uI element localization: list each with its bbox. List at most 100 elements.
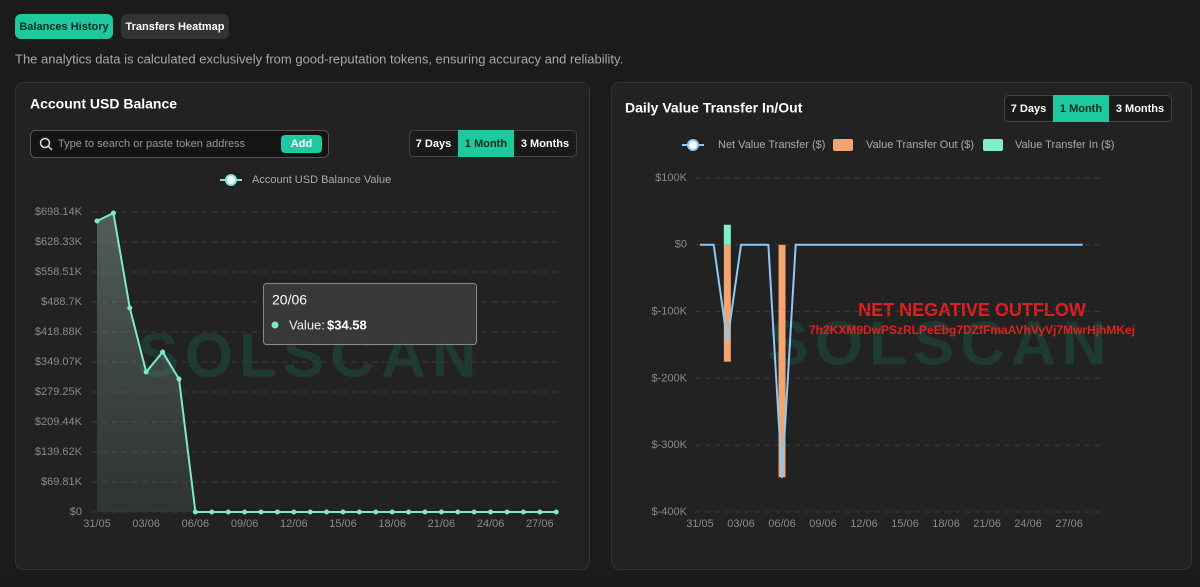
point[interactable] [127, 305, 133, 311]
point[interactable] [520, 509, 526, 515]
bar [778, 244, 786, 478]
point[interactable] [110, 210, 116, 216]
add-button-label: Add [291, 138, 312, 150]
tooltip-title: 20/06 [272, 292, 307, 308]
legend-label[interactable]: Net Value Transfer ($) [718, 139, 825, 151]
point[interactable] [291, 509, 297, 515]
line [700, 243, 1083, 479]
point[interactable] [258, 509, 264, 515]
point[interactable] [225, 509, 231, 515]
point[interactable] [438, 509, 444, 515]
point[interactable] [192, 509, 198, 515]
x-tick-label: 21/06 [428, 518, 456, 530]
x-tick-label: 06/06 [182, 518, 210, 530]
x-tick-label: 18/06 [378, 518, 406, 530]
point[interactable] [406, 509, 412, 515]
x-tick-label: 27/06 [1055, 518, 1083, 530]
x-tick-label: 15/06 [891, 518, 919, 530]
tooltip-label: Value: [289, 317, 325, 332]
period-label[interactable]: 7 Days [416, 138, 451, 150]
period-label[interactable]: 3 Months [521, 138, 569, 150]
period-label[interactable]: 1 Month [465, 138, 507, 150]
legend-marker [833, 139, 853, 151]
x-tick-label: 31/05 [83, 518, 111, 530]
y-tick-label: $628.33K [35, 236, 83, 248]
point[interactable] [537, 509, 543, 515]
tooltip [263, 283, 477, 345]
y-tick-label: $0 [675, 239, 687, 251]
y-tick-label: $209.44K [35, 416, 83, 428]
x-tick-label: 18/06 [932, 518, 960, 530]
point[interactable] [504, 509, 510, 515]
description: The analytics data is calculated exclusi… [15, 51, 623, 66]
point[interactable] [143, 369, 149, 375]
point[interactable] [340, 509, 346, 515]
search-icon [47, 145, 53, 151]
point[interactable] [488, 509, 494, 515]
x-tick-label: 31/05 [686, 518, 714, 530]
y-tick-label: $-300K [652, 439, 688, 451]
x-tick-label: 12/06 [280, 518, 308, 530]
chart-title: Daily Value Transfer In/Out [625, 100, 803, 116]
x-tick-label: 03/06 [132, 518, 160, 530]
tab-label: Transfers Heatmap [125, 21, 224, 33]
point[interactable] [553, 509, 559, 515]
tab[interactable] [15, 14, 113, 39]
tab[interactable] [121, 14, 229, 39]
period-label[interactable]: 7 Days [1011, 103, 1046, 115]
point[interactable] [176, 376, 182, 382]
y-tick-label: $558.51K [35, 266, 83, 278]
y-tick-label: $-400K [652, 506, 688, 518]
legend-label[interactable]: Value Transfer Out ($) [866, 139, 974, 151]
point[interactable] [160, 349, 166, 355]
legend-marker [687, 139, 699, 151]
point[interactable] [209, 509, 215, 515]
point[interactable] [455, 509, 461, 515]
point[interactable] [422, 509, 428, 515]
point[interactable] [389, 509, 395, 515]
tooltip-value: $34.58 [327, 317, 367, 332]
y-tick-label: $418.88K [35, 326, 83, 338]
period-button[interactable] [1053, 95, 1109, 122]
point[interactable] [324, 509, 330, 515]
point[interactable] [471, 509, 477, 515]
point[interactable] [242, 509, 248, 515]
point[interactable] [274, 509, 280, 515]
x-tick-label: 24/06 [1014, 518, 1042, 530]
x-tick-label: 03/06 [727, 518, 755, 530]
point[interactable] [307, 509, 313, 515]
y-tick-label: $100K [655, 172, 687, 184]
legend-marker [225, 174, 237, 186]
annotation: NET NEGATIVE OUTFLOW [858, 300, 1086, 320]
right-panel [611, 82, 1192, 570]
point[interactable] [356, 509, 362, 515]
search-box[interactable] [30, 130, 329, 158]
y-tick-label: $698.14K [35, 206, 83, 218]
x-tick-label: 09/06 [231, 518, 259, 530]
y-tick-label: $-100K [652, 306, 688, 318]
add-button[interactable] [281, 135, 322, 153]
annotation: 7h2KXM9DwPSzRLPeEbg7DZfFmaAVhVyVj7MwrHjh… [809, 323, 1135, 337]
y-tick-label: $349.07K [35, 356, 83, 368]
y-tick-label: $-200K [652, 372, 688, 384]
x-tick-label: 12/06 [850, 518, 878, 530]
period-label[interactable]: 3 Months [1116, 103, 1164, 115]
search-icon [39, 137, 51, 149]
x-tick-label: 27/06 [526, 518, 554, 530]
tab-label: Balances History [19, 21, 109, 33]
point[interactable] [373, 509, 379, 515]
point[interactable] [94, 218, 100, 224]
legend-label[interactable]: Value Transfer In ($) [1015, 139, 1114, 151]
chart-title: Account USD Balance [30, 96, 177, 112]
bar [723, 244, 731, 362]
period-button[interactable] [458, 130, 514, 157]
watermark: SOLSCAN [767, 309, 1112, 378]
legend-marker [983, 139, 1003, 151]
y-tick-label: $69.81K [41, 476, 83, 488]
legend-label[interactable]: Account USD Balance Value [252, 174, 391, 186]
x-tick-label: 06/06 [768, 518, 796, 530]
area [97, 213, 557, 512]
y-tick-label: $488.7K [41, 296, 83, 308]
period-label[interactable]: 1 Month [1060, 103, 1102, 115]
